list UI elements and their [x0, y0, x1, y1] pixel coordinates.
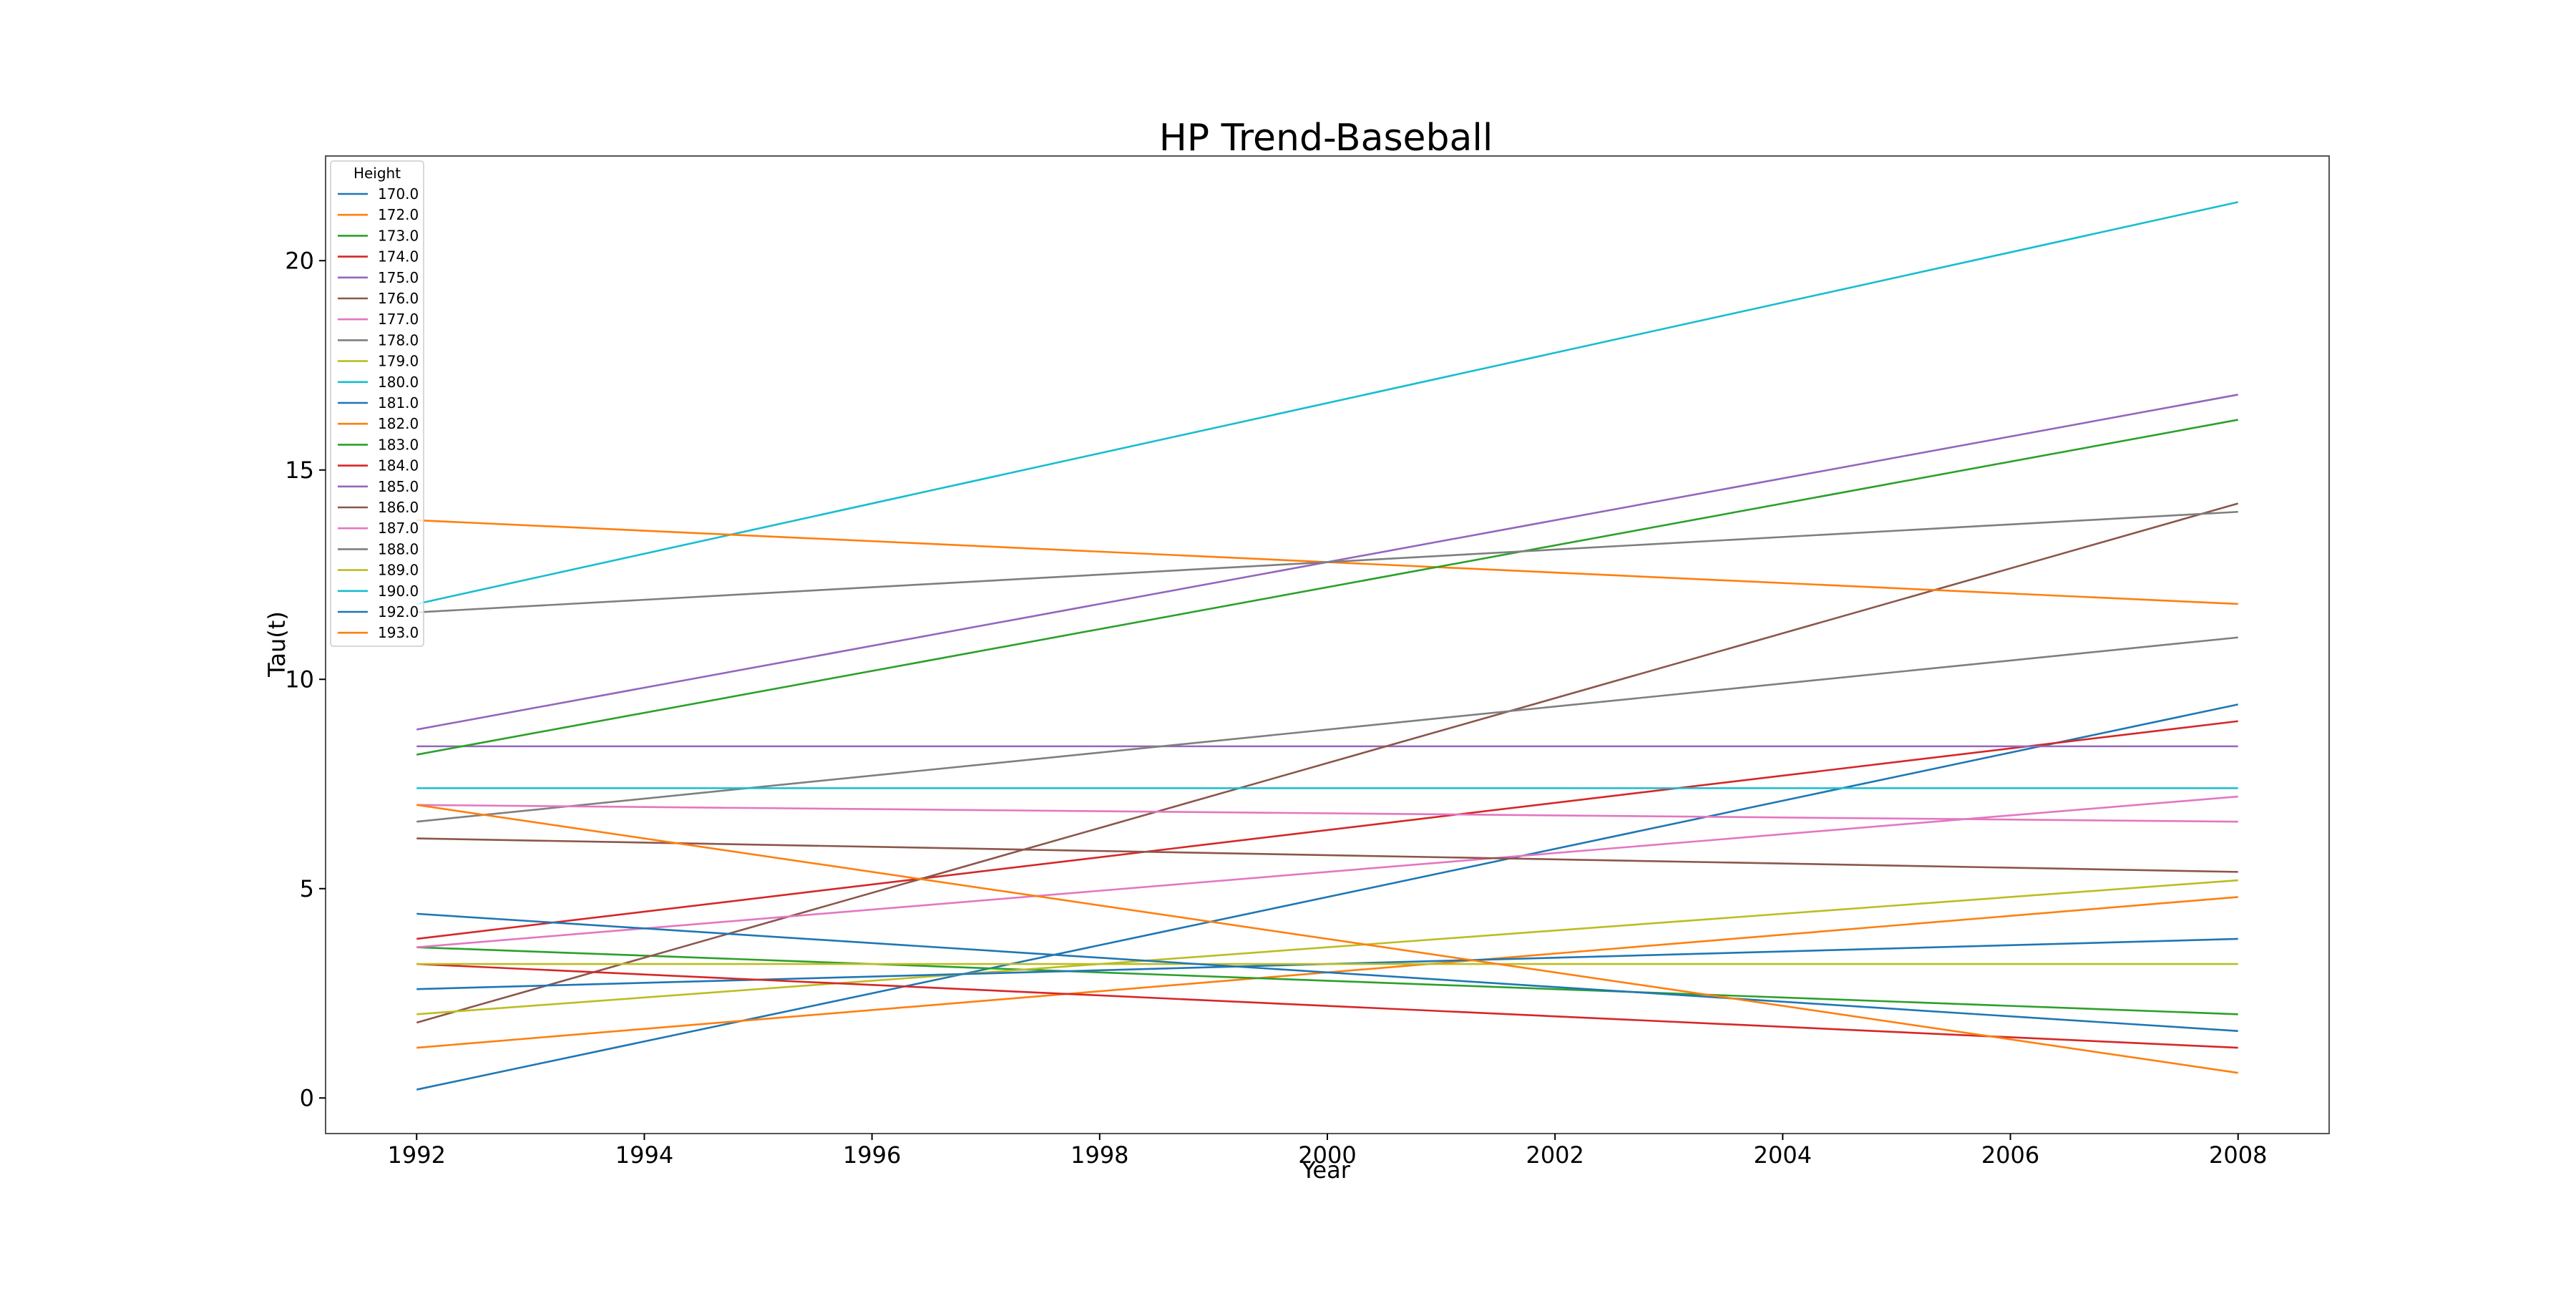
legend-box [330, 160, 424, 647]
series-line-179.0 [416, 879, 2238, 1015]
x-tick-label: 2006 [1981, 1141, 2039, 1169]
x-tick-label: 1992 [388, 1141, 446, 1169]
x-tick-label: 2002 [1526, 1141, 1584, 1169]
series-line-180.0 [416, 201, 2239, 605]
legend-label: 180.0 [378, 374, 419, 391]
legend-items: 170.0 172.0 173.0 174.0 175.0 176.0 177.0 178.0… [338, 185, 419, 641]
series-line-188.0 [416, 510, 2238, 613]
x-tick-label: 1994 [615, 1141, 673, 1169]
x-tick-label: 2000 [1298, 1141, 1356, 1169]
legend-item: 184.0 [338, 457, 419, 474]
legend-item: 172.0 [338, 206, 419, 223]
legend-item: 190.0 [338, 583, 419, 600]
plot-area [325, 155, 2330, 1134]
x-tick-label: 2004 [1754, 1141, 1812, 1169]
legend-label: 179.0 [378, 353, 419, 370]
series-line-193.0 [416, 804, 2238, 1074]
legend-item: 175.0 [338, 269, 419, 286]
x-axis-label: Year [1301, 1156, 1351, 1184]
legend-item: 180.0 [338, 374, 419, 391]
legend-label: 187.0 [378, 520, 419, 537]
legend-item: 181.0 [338, 394, 419, 411]
legend-label: 193.0 [378, 624, 419, 641]
legend-label: 174.0 [378, 248, 419, 265]
legend-label: 178.0 [378, 331, 419, 349]
legend-label: 176.0 [378, 290, 419, 307]
legend-item: 170.0 [338, 185, 419, 203]
legend-item: 182.0 [338, 415, 419, 432]
y-tick-label: 10 [285, 666, 314, 693]
legend-label: 186.0 [378, 499, 419, 516]
y-tick-label: 5 [300, 875, 314, 902]
series-line-187.0 [416, 804, 2238, 823]
series-line-184.0 [416, 963, 2238, 1049]
legend-label: 188.0 [378, 540, 419, 557]
legend-label: 182.0 [378, 415, 419, 432]
legend-item: 178.0 [338, 331, 419, 349]
series-line-177.0 [416, 795, 2238, 948]
legend-label: 185.0 [378, 478, 419, 495]
series-line-186.0 [416, 837, 2238, 873]
legend-item: 173.0 [338, 227, 419, 244]
legend-item: 187.0 [338, 520, 419, 537]
y-tick-label: 0 [300, 1084, 314, 1111]
x-tick-label: 2008 [2209, 1141, 2267, 1169]
legend-title: Height [353, 165, 401, 182]
legend-label: 183.0 [378, 436, 419, 453]
legend-label: 172.0 [378, 206, 419, 223]
legend-label: 184.0 [378, 457, 419, 474]
legend-label: 177.0 [378, 311, 419, 328]
legend-item: 192.0 [338, 603, 419, 620]
legend-item: 174.0 [338, 248, 419, 265]
y-axis-label: Tau(t) [263, 611, 291, 678]
legend-label: 181.0 [378, 394, 419, 411]
legend-label: 189.0 [378, 562, 419, 579]
x-axis: 1992 1994 1996 1998 2000 2002 2004 2006 2008 [388, 1134, 2267, 1169]
plot-frame [325, 155, 2330, 1134]
legend-item: 189.0 [338, 562, 419, 579]
series-layer [416, 201, 2239, 1091]
series-line-178.0 [416, 636, 2238, 823]
legend-label: 175.0 [378, 269, 419, 286]
legend-item: 185.0 [338, 478, 419, 495]
x-tick-label: 1996 [843, 1141, 901, 1169]
legend-item: 179.0 [338, 353, 419, 370]
x-tick-label: 1998 [1070, 1141, 1128, 1169]
y-tick-label: 15 [285, 457, 314, 484]
legend-label: 170.0 [378, 185, 419, 203]
legend-label: 173.0 [378, 227, 419, 244]
legend-item: 183.0 [338, 436, 419, 453]
series-line-173.0 [416, 946, 2238, 1015]
series-line-192.0 [416, 912, 2238, 1032]
legend-item: 193.0 [338, 624, 419, 641]
y-axis: 0 5 10 15 20 [285, 247, 326, 1111]
series-line-183.0 [416, 419, 2238, 756]
legend: Height 170.0 172.0 173.0 174.0 175.0 176.0 177… [330, 160, 424, 647]
legend-item: 186.0 [338, 499, 419, 516]
legend-item: 188.0 [338, 540, 419, 557]
series-line-174.0 [416, 720, 2238, 940]
series-line-170.0 [416, 703, 2238, 1091]
legend-item: 176.0 [338, 290, 419, 307]
y-tick-label: 20 [285, 247, 314, 274]
chart-title: HP Trend-Baseball [1159, 117, 1493, 160]
legend-label: 192.0 [378, 603, 419, 620]
legend-item: 177.0 [338, 311, 419, 328]
legend-label: 190.0 [378, 583, 419, 600]
